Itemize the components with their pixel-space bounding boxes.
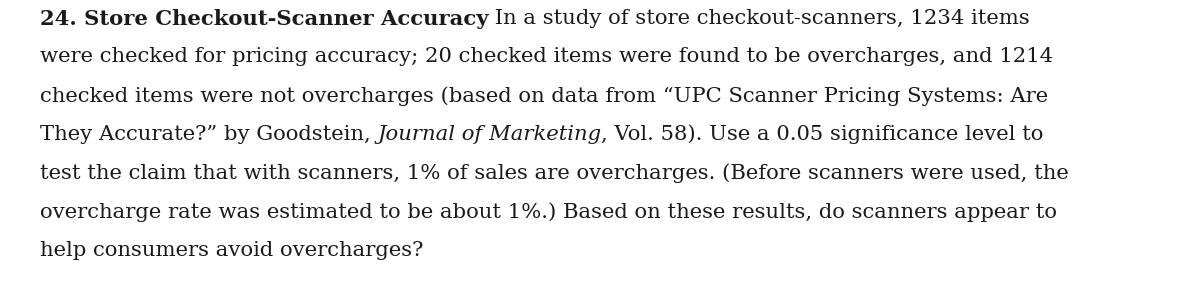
Text: They Accurate?” by Goodstein,: They Accurate?” by Goodstein,	[40, 125, 377, 144]
Text: test the claim that with scanners, 1% of sales are overcharges. (Before scanners: test the claim that with scanners, 1% of…	[40, 163, 1068, 183]
Text: checked items were not overcharges (based on data from “UPC Scanner Pricing Syst: checked items were not overcharges (base…	[40, 86, 1048, 106]
Text: 24. Store Checkout-Scanner Accuracy: 24. Store Checkout-Scanner Accuracy	[40, 9, 488, 29]
Text: , Vol. 58). Use a 0.05 significance level to: , Vol. 58). Use a 0.05 significance leve…	[601, 125, 1044, 144]
Text: Journal of Marketing: Journal of Marketing	[377, 125, 601, 144]
Text: In a study of store checkout-scanners, 1234 items: In a study of store checkout-scanners, 1…	[488, 9, 1030, 28]
Text: were checked for pricing accuracy; 20 checked items were found to be overcharges: were checked for pricing accuracy; 20 ch…	[40, 47, 1052, 67]
Text: overcharge rate was estimated to be about 1%.) Based on these results, do scanne: overcharge rate was estimated to be abou…	[40, 202, 1056, 222]
Text: help consumers avoid overcharges?: help consumers avoid overcharges?	[40, 241, 422, 260]
